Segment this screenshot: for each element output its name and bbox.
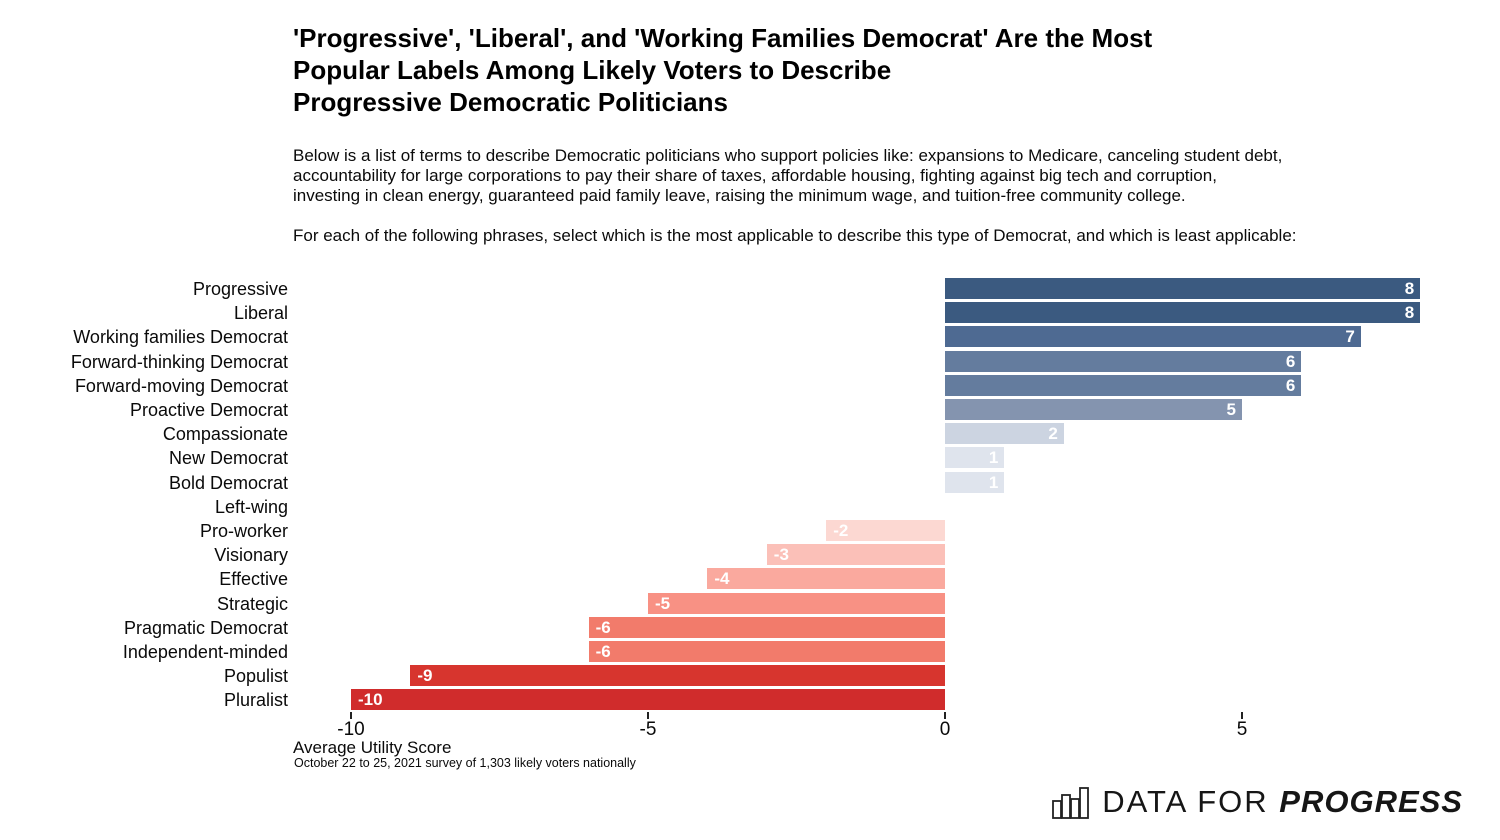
chart-description: Below is a list of terms to describe Dem… xyxy=(293,146,1283,205)
category-label: Working families Democrat xyxy=(73,327,288,348)
x-axis-tick-label: -10 xyxy=(337,719,365,740)
bar: 1 xyxy=(945,471,1005,493)
category-label: New Democrat xyxy=(168,448,288,469)
chart-row: Progressive 8 xyxy=(0,277,1500,301)
bar-value-label: 2 xyxy=(1048,424,1058,444)
category-label: Strategic xyxy=(216,593,288,614)
bar: -6 xyxy=(588,616,945,638)
chart-row: Visionary -3 xyxy=(0,543,1500,567)
chart-row: Forward-moving Democrat 6 xyxy=(0,374,1500,398)
category-label: Forward-moving Democrat xyxy=(74,375,288,396)
x-axis-tick-mark xyxy=(944,712,946,719)
category-label: Bold Democrat xyxy=(168,472,288,493)
category-label: Proactive Democrat xyxy=(129,400,288,420)
bar: -10 xyxy=(351,689,945,711)
bar-value-label: -5 xyxy=(655,593,671,613)
chart-row: Effective -4 xyxy=(0,567,1500,591)
x-axis-tick-mark xyxy=(647,712,649,719)
chart-question: For each of the following phrases, selec… xyxy=(293,226,1297,245)
x-axis-tick-label: 5 xyxy=(1236,719,1248,740)
bar: -9 xyxy=(410,665,945,687)
bar-value-label: 1 xyxy=(988,472,999,492)
bar: -2 xyxy=(826,520,945,541)
chart-row: Populist -9 xyxy=(0,664,1500,688)
bar-value-label: -6 xyxy=(595,642,611,661)
category-label: Pluralist xyxy=(223,690,288,711)
chart-row: Pragmatic Democrat -6 xyxy=(0,616,1500,640)
chart-row: Bold Democrat 1 xyxy=(0,471,1500,495)
x-axis-title: Average Utility Score xyxy=(293,738,452,757)
category-label: Visionary xyxy=(214,545,288,566)
bar: 5 xyxy=(945,399,1242,420)
chart-row: Strategic -5 xyxy=(0,592,1500,616)
bar-value-label: -2 xyxy=(833,521,849,540)
bar-value-label: -4 xyxy=(714,569,730,589)
bar-chart-icon xyxy=(1052,787,1090,819)
bar-value-label: -6 xyxy=(595,617,611,637)
category-label: Pragmatic Democrat xyxy=(123,617,288,638)
dfp-logo: DATA FOR PROGRESS xyxy=(1052,784,1463,820)
chart-row: Compassionate 2 xyxy=(0,422,1500,446)
x-axis-tick-mark xyxy=(350,712,352,719)
bar: 8 xyxy=(945,302,1421,324)
bar: -3 xyxy=(766,544,945,566)
bar: 6 xyxy=(945,374,1302,396)
chart-row: New Democrat 1 xyxy=(0,446,1500,470)
category-label: Independent-minded xyxy=(122,642,288,662)
bar-value-label: -9 xyxy=(417,666,433,686)
chart-title: 'Progressive', 'Liberal', and 'Working F… xyxy=(293,23,1153,117)
x-axis-tick-label: -5 xyxy=(639,719,657,740)
logo-text: DATA FOR PROGRESS xyxy=(1102,784,1463,820)
bar: 7 xyxy=(945,326,1361,348)
x-axis-tick-label: 0 xyxy=(939,719,951,740)
chart-row: Left-wing xyxy=(0,495,1500,519)
bar: -5 xyxy=(648,592,945,614)
bar-value-label: 8 xyxy=(1404,279,1415,298)
bar: 8 xyxy=(945,278,1421,299)
category-label: Populist xyxy=(223,666,288,687)
chart-row: Liberal 8 xyxy=(0,301,1500,325)
chart-row: Proactive Democrat 5 xyxy=(0,398,1500,422)
chart-row: Forward-thinking Democrat 6 xyxy=(0,350,1500,374)
logo-text-light: DATA FOR xyxy=(1102,784,1269,819)
bar-value-label: -3 xyxy=(773,545,789,565)
bar-value-label: 6 xyxy=(1285,375,1296,395)
bar-value-label: 7 xyxy=(1345,327,1355,347)
chart-row: Independent-minded -6 xyxy=(0,640,1500,664)
category-label: Liberal xyxy=(233,303,288,324)
bar: 2 xyxy=(945,423,1064,445)
category-label: Pro-worker xyxy=(199,521,288,541)
bar-value-label: 1 xyxy=(988,448,999,468)
survey-footnote: October 22 to 25, 2021 survey of 1,303 l… xyxy=(294,756,636,770)
bar-value-label: 6 xyxy=(1285,351,1296,371)
category-label: Effective xyxy=(219,569,288,590)
chart-row: Pro-worker -2 xyxy=(0,519,1500,543)
bar: 6 xyxy=(945,350,1302,372)
bar: 1 xyxy=(945,447,1005,469)
category-label: Left-wing xyxy=(214,496,288,517)
bar: -6 xyxy=(588,641,945,662)
bar-value-label: 5 xyxy=(1226,400,1236,419)
chart-row: Pluralist -10 xyxy=(0,688,1500,712)
bar-value-label: 8 xyxy=(1404,303,1415,323)
logo-text-bold: PROGRESS xyxy=(1279,784,1463,819)
category-label: Progressive xyxy=(192,279,288,299)
chart-row: Working families Democrat 7 xyxy=(0,325,1500,349)
category-label: Forward-thinking Democrat xyxy=(70,351,288,372)
bar: -4 xyxy=(707,568,945,590)
x-axis-tick-mark xyxy=(1241,712,1243,719)
category-label: Compassionate xyxy=(162,424,288,445)
bar-value-label: -10 xyxy=(358,690,383,710)
